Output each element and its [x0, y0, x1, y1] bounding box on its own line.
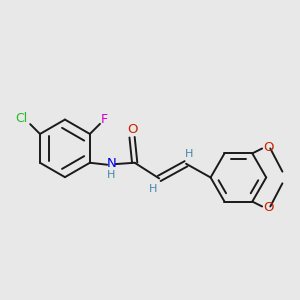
Text: H: H	[184, 149, 193, 159]
Text: H: H	[107, 170, 116, 180]
Text: O: O	[263, 201, 274, 214]
Text: N: N	[106, 157, 116, 170]
Text: F: F	[101, 113, 108, 126]
Text: O: O	[263, 141, 274, 154]
Text: O: O	[127, 123, 138, 136]
Text: H: H	[149, 184, 158, 194]
Text: Cl: Cl	[16, 112, 28, 125]
